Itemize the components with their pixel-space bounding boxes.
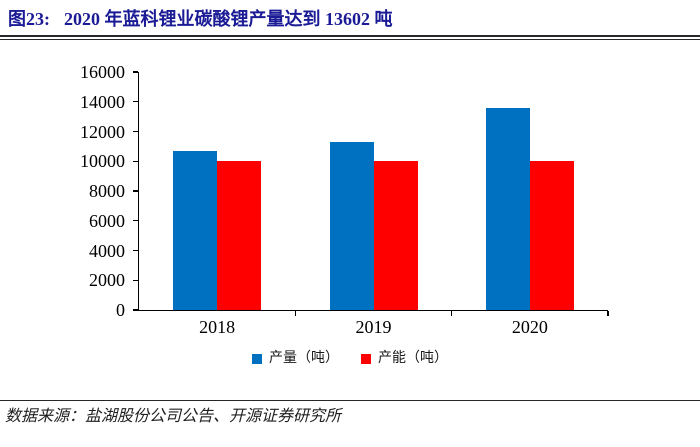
chart-legend: 产量（吨） 产能（吨）	[0, 348, 700, 370]
y-axis-tick	[133, 101, 138, 103]
legend-label: 产能（吨）	[378, 351, 448, 366]
y-axis-label: 6000	[89, 210, 125, 231]
y-axis-label: 12000	[80, 121, 125, 142]
bar-产能（吨）-2020	[529, 161, 574, 310]
x-axis-label: 2018	[199, 317, 236, 337]
plot-area: 0 2000 4000 6000 8000 10000 12000 14000 16000 201…	[80, 62, 609, 337]
y-axis-label: 16000	[80, 62, 125, 82]
bar-产量（吨）-2018	[173, 150, 218, 310]
y-axis-label: 4000	[89, 240, 125, 261]
legend-swatch	[361, 354, 371, 364]
y-axis-tick	[133, 160, 138, 162]
legend-item: 产量（吨）	[252, 351, 339, 367]
figure-number-label: 图23:	[8, 9, 50, 29]
figure-title-text: 2020 年蓝科锂业碳酸锂产量达到 13602 吨	[64, 9, 393, 29]
footer-separator	[0, 400, 700, 401]
legend-swatch	[252, 354, 262, 364]
bar-产量（吨）-2020	[485, 107, 530, 310]
y-axis-label: 2000	[89, 270, 125, 291]
x-axis-tick	[294, 311, 296, 316]
y-axis-tick	[133, 190, 138, 192]
figure-title: 图23: 2020 年蓝科锂业碳酸锂产量达到 13602 吨	[8, 7, 393, 31]
y-axis-label: 8000	[89, 181, 125, 201]
y-axis-label: 14000	[80, 91, 125, 112]
y-axis-label: 10000	[80, 151, 125, 172]
legend-label: 产量（吨）	[269, 351, 339, 366]
title-separator	[0, 35, 700, 40]
x-axis-label: 2020	[511, 317, 548, 337]
y-axis-tick	[133, 71, 138, 73]
y-axis-label: 0	[116, 300, 125, 320]
bar-产能（吨）-2019	[373, 161, 418, 310]
x-axis-tick	[451, 311, 453, 316]
x-axis-tick	[607, 311, 609, 316]
legend-item: 产能（吨）	[361, 351, 448, 367]
x-axis-label: 2019	[355, 317, 392, 337]
y-axis-tick	[133, 130, 138, 133]
data-source-note: 数据来源：盐湖股份公司公告、开源证券研究所	[5, 408, 342, 425]
y-axis-tick	[133, 220, 138, 222]
y-axis-tick	[133, 249, 138, 252]
bar-产能（吨）-2018	[217, 161, 262, 310]
y-axis-tick	[133, 279, 138, 281]
bar-产量（吨）-2019	[329, 141, 374, 310]
y-axis-tick	[133, 309, 138, 311]
